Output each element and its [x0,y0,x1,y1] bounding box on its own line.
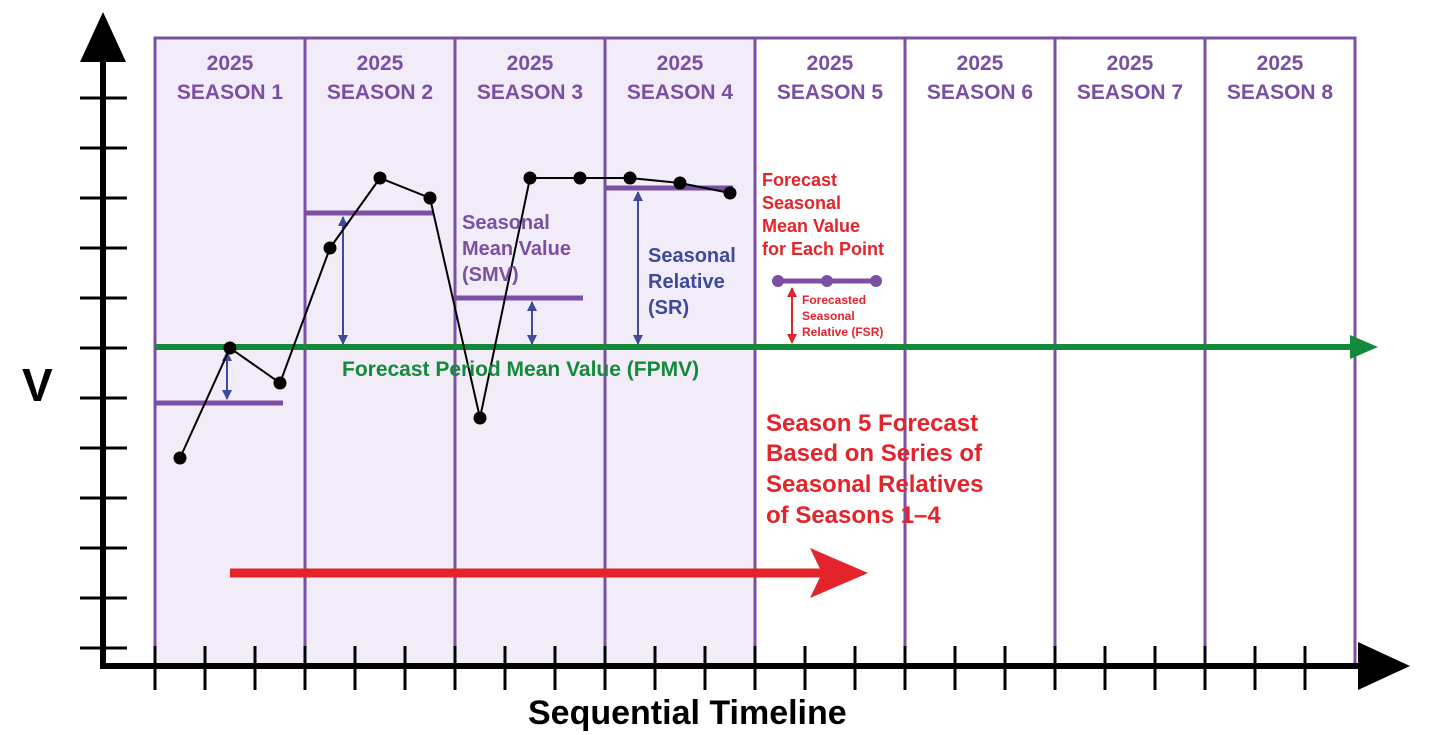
fsr-label-line: Relative (FSR) [802,325,883,339]
smv-annotation: Seasonal Mean Value (SMV) [462,212,571,286]
fsr-annotation: Forecasted Seasonal Relative (FSR) [802,293,883,339]
data-point [273,376,287,390]
sr-annotation: Seasonal Relative (SR) [648,245,736,319]
seasonal-relative-arrows [222,191,643,400]
smv-label-line: (SMV) [462,264,519,286]
y-axis-arrowhead [80,12,126,62]
season-panel: 2025 SEASON 7 [1053,36,1207,667]
season-year: 2025 [657,52,704,75]
data-point [473,411,487,425]
season-name: SEASON 7 [1077,81,1183,104]
data-point [423,191,437,205]
forecast-direction-arrow [230,548,868,598]
season-name: SEASON 3 [477,81,583,104]
forecast-smv-label-line: Forecast [762,170,837,190]
season-year: 2025 [957,52,1004,75]
seasonal-mean-lines [155,185,733,406]
season-name: SEASON 5 [777,81,884,104]
data-point [323,241,337,255]
sr-label-line: (SR) [648,297,689,319]
season-panel: 2025 SEASON 6 [903,36,1057,667]
forecast-point [821,275,833,287]
season-name: SEASON 8 [1227,81,1334,104]
season-name: SEASON 4 [627,81,734,104]
forecast-smv-line [772,275,882,287]
forecast-point [870,275,882,287]
data-point [673,176,687,190]
data-point [173,451,187,465]
season-year: 2025 [207,52,254,75]
data-point [573,171,587,185]
season-panel-box [1053,36,1207,667]
forecast-point [772,275,784,287]
season5-forecast-label-line: Season 5 Forecast [766,410,978,437]
data-point [223,341,237,355]
y-axis [80,12,126,668]
fsr-label-line: Forecasted [802,293,866,307]
season-panel: 2025 SEASON 4 [603,36,757,667]
season-year: 2025 [807,52,854,75]
data-point [373,171,387,185]
season5-forecast-annotation: Season 5 Forecast Based on Series of Sea… [766,410,983,529]
data-point [523,171,537,185]
season-name: SEASON 2 [327,81,433,104]
data-point [623,171,637,185]
forecast-smv-annotation: Forecast Seasonal Mean Value for Each Po… [762,170,884,259]
data-point [723,186,737,200]
season-panel: 2025 SEASON 3 [453,36,607,667]
fpmv-line [155,335,1378,359]
x-axis-ticks [153,646,1307,690]
fsr-label-line: Seasonal [802,309,855,323]
forecast-smv-label-line: Seasonal [762,193,841,213]
season-year: 2025 [357,52,404,75]
season5-forecast-label-line: of Seasons 1–4 [766,502,941,529]
season-panel-box [453,36,607,667]
sr-label-line: Relative [648,271,725,293]
season-panel-box [1203,36,1357,667]
observed-series [173,171,737,465]
x-axis [100,642,1410,690]
smv-label-line: Seasonal [462,212,550,234]
fpmv-label: Forecast Period Mean Value (FPMV) [342,358,699,381]
season-year: 2025 [1107,52,1154,75]
season5-forecast-label-line: Seasonal Relatives [766,471,983,498]
forecast-smv-label-line: for Each Point [762,239,884,259]
x-axis-arrowhead [1358,642,1410,690]
season-year: 2025 [507,52,554,75]
y-axis-ticks [80,96,127,650]
season-panel-box [903,36,1057,667]
series-line [179,176,731,459]
season-panel-box [603,36,757,667]
y-axis-label: V [22,359,53,411]
smv-label-line: Mean Value [462,238,571,260]
season-name: SEASON 1 [177,81,284,104]
forecast-smv-label-line: Mean Value [762,216,860,236]
x-axis-label: Sequential Timeline [528,694,847,732]
season-year: 2025 [1257,52,1304,75]
season-name: SEASON 6 [927,81,1033,104]
season-panel: 2025 SEASON 8 [1203,36,1357,667]
sr-label-line: Seasonal [648,245,736,267]
season5-forecast-label-line: Based on Series of [766,440,983,467]
